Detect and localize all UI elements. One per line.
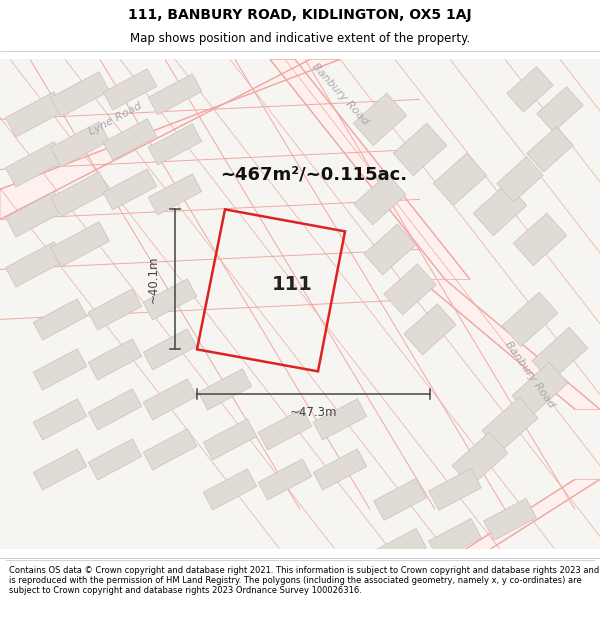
Text: ~40.1m: ~40.1m	[146, 256, 160, 303]
Polygon shape	[33, 449, 87, 490]
Polygon shape	[50, 122, 109, 167]
Text: Map shows position and indicative extent of the property.: Map shows position and indicative extent…	[130, 32, 470, 45]
Polygon shape	[313, 449, 367, 490]
Polygon shape	[428, 468, 481, 511]
Polygon shape	[148, 124, 202, 165]
Polygon shape	[5, 92, 64, 137]
Polygon shape	[203, 419, 257, 460]
Polygon shape	[354, 174, 406, 225]
Polygon shape	[50, 222, 109, 267]
Polygon shape	[50, 172, 109, 217]
Polygon shape	[527, 127, 573, 172]
Polygon shape	[198, 369, 252, 410]
Polygon shape	[374, 478, 427, 521]
Polygon shape	[502, 292, 558, 346]
Polygon shape	[143, 379, 197, 420]
Polygon shape	[88, 339, 142, 380]
Polygon shape	[313, 399, 367, 440]
Text: Banbury Road: Banbury Road	[503, 339, 557, 409]
Text: ~47.3m: ~47.3m	[290, 406, 337, 419]
Polygon shape	[148, 74, 202, 115]
Text: Lyne Road: Lyne Road	[87, 101, 143, 138]
Polygon shape	[33, 399, 87, 440]
Polygon shape	[203, 469, 257, 510]
Text: Banbury Road: Banbury Road	[310, 62, 370, 127]
Polygon shape	[384, 264, 436, 315]
Polygon shape	[532, 328, 588, 381]
Polygon shape	[33, 349, 87, 390]
Polygon shape	[50, 72, 109, 117]
Polygon shape	[143, 279, 197, 320]
Polygon shape	[513, 213, 567, 266]
Polygon shape	[420, 279, 600, 409]
Polygon shape	[512, 362, 568, 416]
Polygon shape	[473, 183, 527, 236]
Polygon shape	[148, 174, 202, 215]
Polygon shape	[103, 69, 157, 110]
Polygon shape	[143, 429, 197, 470]
Polygon shape	[88, 289, 142, 330]
Polygon shape	[428, 518, 481, 561]
Polygon shape	[465, 479, 600, 549]
Polygon shape	[484, 498, 536, 541]
Polygon shape	[452, 432, 508, 486]
Polygon shape	[393, 123, 447, 176]
Polygon shape	[353, 93, 407, 146]
Polygon shape	[5, 142, 64, 187]
Polygon shape	[0, 59, 340, 219]
Polygon shape	[5, 242, 64, 287]
Polygon shape	[88, 389, 142, 430]
Polygon shape	[404, 304, 456, 355]
Text: Contains OS data © Crown copyright and database right 2021. This information is : Contains OS data © Crown copyright and d…	[9, 566, 599, 596]
Polygon shape	[364, 224, 416, 275]
Polygon shape	[143, 329, 197, 370]
Polygon shape	[433, 153, 487, 206]
Polygon shape	[103, 169, 157, 210]
Polygon shape	[88, 439, 142, 480]
Polygon shape	[497, 157, 543, 202]
Text: 111: 111	[272, 275, 313, 294]
Polygon shape	[537, 87, 583, 132]
Polygon shape	[482, 398, 538, 451]
Polygon shape	[258, 459, 312, 500]
Polygon shape	[258, 409, 312, 450]
Polygon shape	[270, 59, 470, 279]
Polygon shape	[5, 192, 64, 237]
Polygon shape	[374, 528, 427, 571]
Polygon shape	[507, 67, 553, 112]
Text: ~467m²/~0.115ac.: ~467m²/~0.115ac.	[220, 166, 407, 183]
Polygon shape	[33, 299, 87, 340]
Polygon shape	[103, 119, 157, 160]
Text: 111, BANBURY ROAD, KIDLINGTON, OX5 1AJ: 111, BANBURY ROAD, KIDLINGTON, OX5 1AJ	[128, 8, 472, 22]
